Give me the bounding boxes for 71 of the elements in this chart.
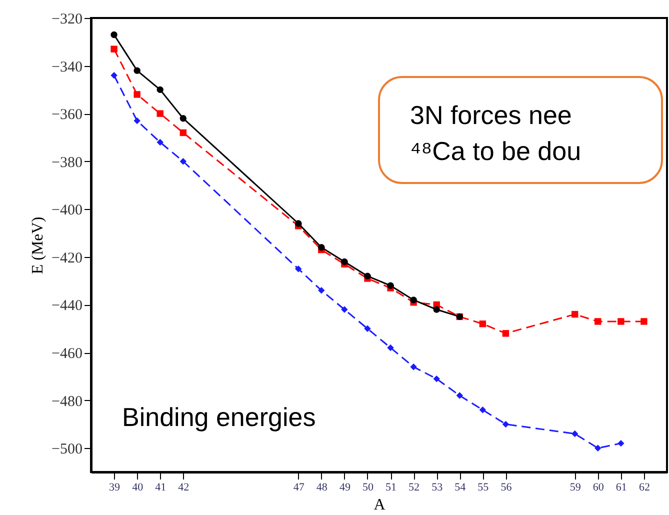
- x-tick-label: 53: [432, 482, 444, 494]
- x-tick-label: 51: [386, 482, 397, 494]
- point: [180, 158, 187, 165]
- x-tick-label: 49: [339, 482, 351, 494]
- point: [387, 282, 394, 289]
- point: [110, 46, 118, 52]
- x-tick-label: 54: [454, 482, 466, 494]
- point: [156, 138, 164, 146]
- point: [433, 375, 440, 382]
- point: [479, 406, 486, 414]
- y-tick-label: −500: [52, 442, 82, 458]
- x-tick-label: 60: [592, 482, 604, 494]
- y-tick-label: −480: [52, 394, 82, 410]
- point: [364, 325, 371, 332]
- point: [180, 115, 187, 122]
- point: [640, 318, 648, 325]
- point: [134, 91, 140, 98]
- y-tick-label: −320: [52, 12, 82, 28]
- point: [387, 344, 394, 352]
- point: [571, 430, 578, 438]
- x-tick-label: 56: [500, 482, 512, 494]
- point: [571, 310, 578, 318]
- point: [410, 296, 417, 304]
- x-tick-label: 40: [132, 482, 144, 494]
- x-tick-label: 41: [155, 482, 166, 494]
- x-tick-label: 52: [408, 482, 420, 494]
- point: [295, 220, 302, 227]
- y-tick-label: −460: [52, 346, 82, 362]
- point: [618, 440, 624, 447]
- point: [594, 318, 602, 325]
- point: [110, 31, 118, 38]
- point: [134, 67, 140, 74]
- x-axis-title: A: [374, 496, 386, 514]
- point: [295, 266, 302, 272]
- point: [594, 444, 602, 452]
- x-tick-label: 50: [362, 482, 374, 494]
- point: [318, 244, 325, 251]
- point: [341, 258, 348, 266]
- y-tick-label: −360: [52, 107, 82, 124]
- annotation: 3N forces nee: [410, 100, 572, 130]
- point: [479, 320, 486, 328]
- x-tick-label: 61: [616, 482, 627, 494]
- annotation: ⁴⁸Ca to be dou: [410, 136, 582, 166]
- x-tick-label: 47: [293, 482, 305, 494]
- x-tick-label: 42: [178, 482, 190, 494]
- y-tick-label: −380: [52, 154, 82, 171]
- point: [410, 364, 417, 370]
- point: [502, 420, 510, 428]
- point: [180, 129, 187, 136]
- point: [156, 86, 164, 94]
- y-tick-label: −400: [52, 202, 82, 219]
- point: [618, 318, 624, 325]
- y-tick-label: −440: [52, 298, 82, 314]
- x-tick-label: 55: [478, 482, 490, 494]
- point: [318, 287, 325, 294]
- x-tick-label: 62: [638, 482, 650, 494]
- x-tick-label: 48: [316, 482, 328, 494]
- x-tick-label: 39: [109, 482, 121, 494]
- y-tick-label: −420: [52, 250, 82, 266]
- point: [433, 306, 440, 313]
- x-tick-label: 59: [570, 482, 582, 494]
- point: [456, 392, 463, 399]
- y-tick-label: −340: [52, 59, 82, 76]
- annotation: Binding energies: [122, 402, 316, 432]
- point: [134, 117, 140, 124]
- y-axis-title: E (MeV): [30, 216, 47, 274]
- point: [156, 110, 164, 117]
- point: [341, 306, 348, 313]
- point: [364, 272, 371, 280]
- point: [110, 72, 118, 79]
- point: [502, 330, 510, 337]
